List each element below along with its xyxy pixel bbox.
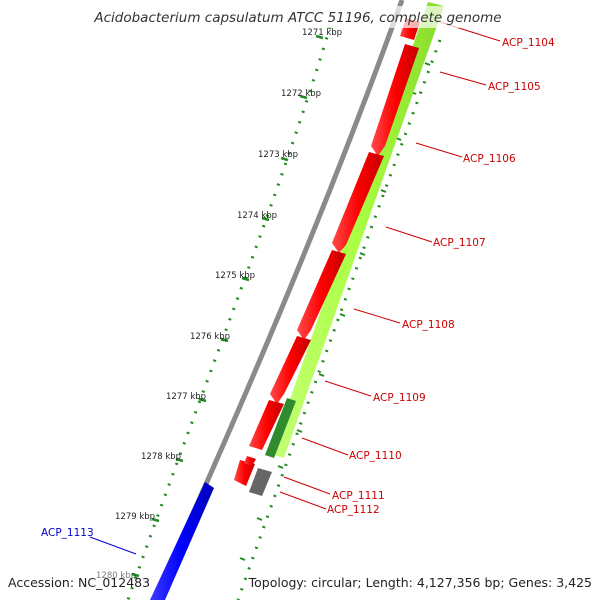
gene-label-acp-1107[interactable]: ACP_1107 <box>433 237 486 249</box>
gene-label-acp-1112[interactable]: ACP_1112 <box>327 504 380 516</box>
gene-label-acp-1111[interactable]: ACP_1111 <box>332 490 385 502</box>
map-title: Acidobacterium capsulatum ATCC 51196, co… <box>93 10 501 26</box>
kbp-label: 1274 kbp <box>237 211 277 221</box>
gene-acp-1110-tip <box>244 456 256 466</box>
kbp-label: 1276 kbp <box>190 332 230 342</box>
kbp-label: 1272 kbp <box>281 89 321 99</box>
gene-label-acp-1104[interactable]: ACP_1104 <box>502 37 555 49</box>
gene-label-acp-1108[interactable]: ACP_1108 <box>402 319 455 331</box>
gene-acp-1111 <box>234 460 255 486</box>
accession-text: Accession: NC_012483 <box>8 575 150 590</box>
gene-acp-1112 <box>249 468 272 496</box>
title-backdrop <box>88 6 512 28</box>
gene-acp-1105 <box>371 44 419 156</box>
forward-cds-genes <box>234 18 420 486</box>
gene-acp-1106 <box>332 152 384 253</box>
gene-label-acp-1113[interactable]: ACP_1113 <box>41 527 94 539</box>
gene-labels: ACP_1104 ACP_1105 ACP_1106 ACP_1107 ACP_… <box>41 37 555 539</box>
genome-summary-text: Topology: circular; Length: 4,127,356 bp… <box>248 575 592 590</box>
gene-label-acp-1106[interactable]: ACP_1106 <box>463 153 516 165</box>
gene-acp-1109 <box>249 400 284 450</box>
outer-ruler-ticks <box>131 34 324 578</box>
gc-skew-band <box>271 2 444 458</box>
kbp-label: 1275 kbp <box>215 271 255 281</box>
kbp-label: 1280 kbp <box>96 571 136 581</box>
gene-label-acp-1105[interactable]: ACP_1105 <box>488 81 541 93</box>
outer-ruler <box>126 26 332 600</box>
kbp-label: 1279 kbp <box>115 512 155 522</box>
gene-label-acp-1110[interactable]: ACP_1110 <box>349 450 402 462</box>
gene-acp-1113 <box>150 482 214 600</box>
kbp-label: 1277 kbp <box>166 392 206 402</box>
label-leader-acp-1113 <box>89 536 137 555</box>
inner-ruler <box>236 39 442 600</box>
kbp-label: 1273 kbp <box>258 150 298 160</box>
gene-label-acp-1109[interactable]: ACP_1109 <box>373 392 426 404</box>
kbp-label: 1271 kbp <box>302 28 342 38</box>
gene-acp-1107 <box>297 250 346 340</box>
kbp-scale-labels: 1271 kbp 1272 kbp 1273 kbp 1274 kbp 1275… <box>96 28 342 581</box>
gc-skew-band-dark <box>265 398 296 458</box>
kbp-label: 1278 kbp <box>141 452 181 462</box>
label-leaders <box>279 21 501 510</box>
gene-acp-1108 <box>270 336 311 404</box>
